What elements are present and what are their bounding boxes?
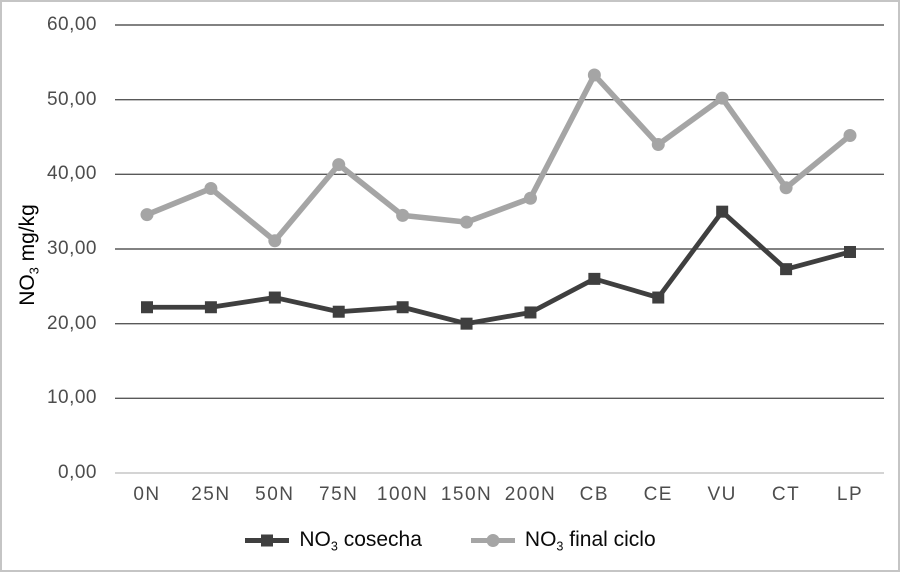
- legend-label: NO3 final ciclo: [525, 528, 656, 552]
- legend: NO3 cosecha NO3 final ciclo: [2, 528, 898, 552]
- data-point-marker: [269, 292, 281, 304]
- data-point-marker: [141, 301, 153, 313]
- x-axis-label: CB: [580, 483, 609, 507]
- legend-label-text: NO: [525, 528, 557, 551]
- data-point-marker: [652, 138, 665, 151]
- data-point-marker: [844, 246, 856, 258]
- series-line-no3-cosecha: [147, 212, 850, 324]
- data-point-marker: [716, 92, 729, 105]
- data-point-marker: [524, 192, 537, 205]
- data-point-marker: [396, 209, 409, 222]
- data-point-marker: [780, 263, 792, 275]
- data-point-marker: [397, 301, 409, 313]
- x-axis-label: VU: [707, 483, 736, 507]
- data-point-marker: [780, 181, 793, 194]
- x-axis-label: 50N: [255, 483, 294, 507]
- data-point-marker: [204, 182, 217, 195]
- data-point-marker: [716, 206, 728, 218]
- data-point-marker: [461, 318, 473, 330]
- x-axis-label: LP: [837, 483, 863, 507]
- data-point-marker: [205, 301, 217, 313]
- x-axis-label: CT: [772, 483, 800, 507]
- legend-item-final-ciclo: NO3 final ciclo: [470, 528, 656, 552]
- x-axis-label: 75N: [319, 483, 358, 507]
- x-axis-label: 150N: [441, 483, 492, 507]
- legend-label-suffix: cosecha: [338, 528, 422, 551]
- data-point-marker: [460, 216, 473, 229]
- legend-swatch-circle-icon: [470, 532, 516, 549]
- x-axis-label: CE: [644, 483, 673, 507]
- legend-swatch-square-icon: [244, 532, 290, 549]
- x-axis-label: 200N: [505, 483, 556, 507]
- data-point-marker: [652, 292, 664, 304]
- data-point-marker: [844, 129, 857, 142]
- data-point-marker: [268, 234, 281, 247]
- legend-label-suffix: final ciclo: [563, 528, 655, 551]
- x-axis-label: 100N: [377, 483, 428, 507]
- legend-label-text: NO: [299, 528, 331, 551]
- legend-label: NO3 cosecha: [299, 528, 422, 552]
- data-point-marker: [333, 306, 345, 318]
- x-axis-label: 25N: [191, 483, 230, 507]
- legend-label-subscript: 3: [331, 539, 338, 553]
- data-point-marker: [332, 158, 345, 171]
- data-point-marker: [524, 306, 536, 318]
- data-point-marker: [141, 208, 154, 221]
- legend-item-cosecha: NO3 cosecha: [244, 528, 422, 552]
- data-point-marker: [588, 273, 600, 285]
- x-axis-label: 0N: [133, 483, 160, 507]
- data-point-marker: [588, 69, 601, 82]
